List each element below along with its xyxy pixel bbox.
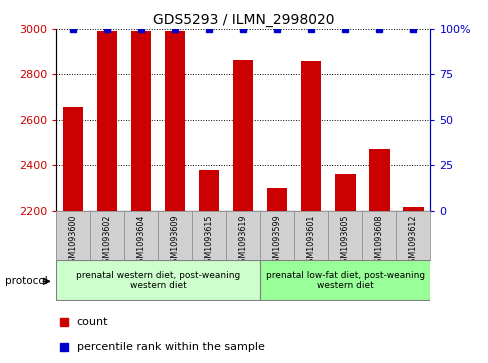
Text: GSM1093608: GSM1093608 bbox=[374, 215, 383, 268]
Bar bbox=[402, 207, 423, 211]
Text: GSM1093602: GSM1093602 bbox=[102, 215, 112, 268]
Text: GSM1093612: GSM1093612 bbox=[408, 215, 417, 268]
Bar bbox=[56, 260, 260, 301]
Bar bbox=[63, 107, 83, 211]
Text: GSM1093604: GSM1093604 bbox=[137, 215, 145, 268]
Text: percentile rank within the sample: percentile rank within the sample bbox=[77, 342, 264, 352]
Text: GSM1093609: GSM1093609 bbox=[170, 215, 180, 268]
Text: GSM1093599: GSM1093599 bbox=[272, 215, 281, 268]
Text: count: count bbox=[77, 318, 108, 327]
Bar bbox=[233, 60, 253, 211]
Text: protocol: protocol bbox=[5, 276, 47, 286]
Bar bbox=[97, 31, 117, 211]
Text: prenatal low-fat diet, post-weaning
western diet: prenatal low-fat diet, post-weaning west… bbox=[265, 271, 424, 290]
Bar bbox=[131, 31, 151, 211]
Bar bbox=[368, 149, 389, 211]
Text: GSM1093615: GSM1093615 bbox=[204, 215, 213, 268]
Bar bbox=[199, 170, 219, 211]
Title: GDS5293 / ILMN_2998020: GDS5293 / ILMN_2998020 bbox=[152, 13, 333, 26]
Bar bbox=[334, 174, 355, 211]
Text: GSM1093600: GSM1093600 bbox=[69, 215, 78, 268]
Text: prenatal western diet, post-weaning
western diet: prenatal western diet, post-weaning west… bbox=[76, 271, 240, 290]
Bar bbox=[165, 31, 185, 211]
Bar bbox=[260, 260, 429, 301]
Bar bbox=[266, 188, 287, 211]
Bar bbox=[301, 61, 321, 211]
Text: GSM1093601: GSM1093601 bbox=[306, 215, 315, 268]
Text: GSM1093619: GSM1093619 bbox=[238, 215, 247, 268]
Text: GSM1093605: GSM1093605 bbox=[340, 215, 349, 268]
